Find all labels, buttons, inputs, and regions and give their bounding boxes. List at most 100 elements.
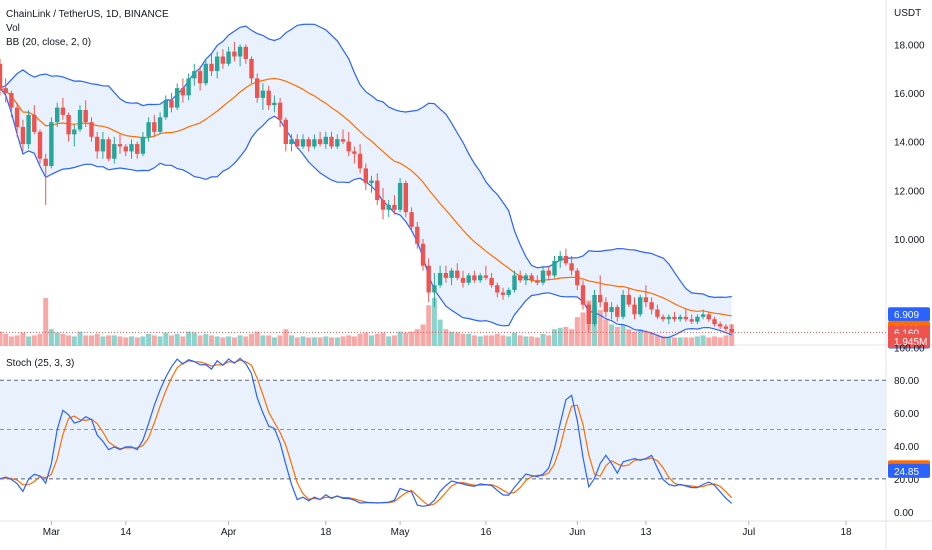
volume-bar [249,334,254,346]
candle-body [580,285,586,305]
candle-body [397,183,403,210]
candle-body [60,107,66,115]
volume-bar [323,336,329,346]
candle-body [0,63,3,89]
candle-body [432,285,437,293]
volume-bar [289,335,294,346]
candle-body [106,139,111,159]
volume-bar [471,335,477,346]
volume-bar [169,335,174,346]
candle-body [489,277,494,286]
volume-bar [346,335,352,346]
volume-bar [512,332,517,346]
volume-bar [43,298,49,346]
price-badge-label: 6.909 [894,310,919,321]
candle-body [632,304,637,315]
bollinger-label[interactable]: BB (20, close, 2, 0) [6,37,92,48]
candle-body [575,270,580,286]
date-tick-label: 13 [640,527,652,538]
volume-label[interactable]: Vol [6,23,20,34]
candle-body [723,326,729,329]
volume-bar [460,334,466,346]
symbol-title[interactable]: ChainLink / TetherUS, 1D, BINANCE [6,9,169,20]
volume-bar [77,331,83,346]
volume-bar [431,298,437,346]
candle-body [615,307,620,317]
volume-bar [391,335,397,346]
stoch-tick-label: 40.00 [894,442,919,453]
candle-body [706,314,711,320]
volume-bar [129,336,134,346]
volume-bar [191,332,197,346]
price-tick-label: 16.000 [894,89,925,100]
candle-body [306,139,311,147]
candle-body [643,297,649,303]
volume-bar [226,336,232,346]
volume-bar [529,336,535,346]
price-axis-unit: USDT [894,8,921,19]
volume-bar [632,331,637,346]
candle-body [380,200,386,210]
volume-bar [729,324,735,346]
date-tick-label: 18 [320,527,332,538]
candle-body [237,46,243,57]
volume-bar [180,336,186,346]
candle-body [626,294,631,305]
bb-upper-line [0,23,732,299]
candle-body [49,122,54,166]
volume-bar [146,334,152,346]
candle-body [14,107,20,128]
volume-bar [163,332,169,346]
stoch-label[interactable]: Stoch (25, 3, 3) [6,358,75,369]
date-tick-label: 18 [840,527,852,538]
volume-bar [237,335,243,346]
candle-body [163,100,168,118]
stoch-tick-label: 0.00 [894,508,914,519]
candle-body [449,270,454,278]
volume-bar [186,331,192,346]
candle-body [197,71,203,84]
price-badge-label: 6.160 [894,328,919,339]
volume-bar [231,337,237,346]
date-tick-label: Mar [43,527,61,538]
volume-bar [48,329,54,346]
volume-bar [660,336,666,346]
candle-body [437,273,443,286]
volume-bar [483,335,489,346]
candle-body [300,139,306,147]
volume-bar [174,334,180,346]
date-tick-label: 16 [480,527,492,538]
volume-bar [14,335,20,346]
volume-bar [20,332,26,346]
volume-bar [94,334,100,346]
volume-bar [220,337,226,346]
candle-body [135,144,140,154]
volume-bar [134,337,140,346]
volume-bar [123,337,129,346]
candle-body [66,114,71,135]
volume-bar [369,335,374,346]
candle-body [375,180,380,201]
volume-bar [717,337,723,346]
candle-body [603,302,609,312]
volume-bar [609,324,615,346]
volume-bar [317,337,323,346]
volume-bar [683,337,689,346]
candle-body [460,277,466,283]
volume-bar [517,335,523,346]
price-tick-label: 14.000 [894,138,925,149]
volume-bar [31,335,37,346]
candle-body [37,131,43,159]
candle-body [232,51,237,57]
stoch-tick-label: 100.00 [894,343,925,354]
volume-bar [397,331,403,346]
candle-body [478,275,483,281]
volume-bar [334,337,340,346]
stoch-tick-label: 20.00 [894,475,919,486]
candle-body [506,290,511,295]
volume-bar [694,336,700,346]
candle-body [363,168,368,183]
volume-bar [489,335,495,346]
candle-body [100,139,106,152]
